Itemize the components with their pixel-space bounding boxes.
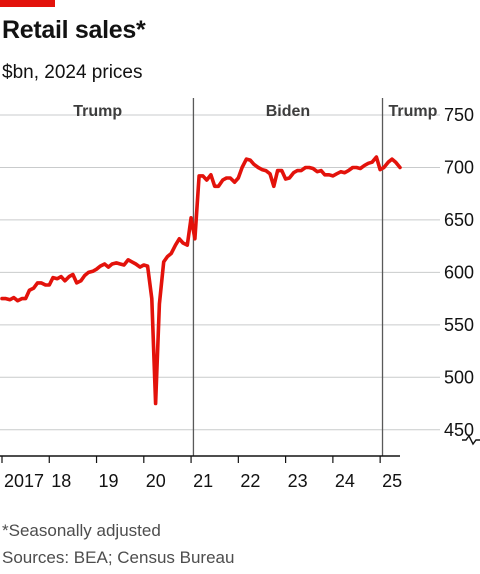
x-tick-label-25: 25 (382, 471, 402, 491)
era-label-1: Biden (266, 103, 310, 120)
series-line-retail-sales (0, 155, 402, 406)
footnote: *Seasonally adjusted (2, 521, 161, 540)
x-tick-label-2017: 2017 (4, 471, 44, 491)
y-tick-label-650: 650 (444, 210, 474, 230)
x-tick-label-22: 22 (240, 471, 260, 491)
era-label-2: Trump (389, 103, 438, 120)
chart-title: Retail sales* (2, 16, 146, 44)
y-tick-label-500: 500 (444, 367, 474, 387)
era-annotations: Trump Biden Trump (73, 98, 438, 456)
era-label-0: Trump (73, 103, 122, 120)
axis-break-icon (462, 434, 480, 446)
x-tick-label-21: 21 (193, 471, 213, 491)
x-tick-label-18: 18 (51, 471, 71, 491)
series-line-layer (0, 155, 402, 406)
line-chart: Trump Biden Trump 450500550600650700750201… (0, 98, 480, 491)
y-tick-label-600: 600 (444, 262, 474, 282)
chart-subtitle: $bn, 2024 prices (2, 62, 143, 83)
accent-bar (0, 0, 55, 7)
y-tick-label-700: 700 (444, 157, 474, 177)
x-tick-label-20: 20 (146, 471, 166, 491)
x-tick-label-19: 19 (99, 471, 119, 491)
gridlines (0, 114, 440, 431)
x-tick-label-23: 23 (288, 471, 308, 491)
y-tick-label-450: 450 (444, 420, 474, 440)
axes: 450 500 550 600 650 700 750 2017 18 19 20 21 22 23 24 2… (0, 105, 480, 491)
x-tick-label-24: 24 (335, 471, 355, 491)
source-note: Sources: BEA; Census Bureau (2, 548, 235, 567)
y-tick-label-750: 750 (444, 105, 474, 125)
y-tick-label-550: 550 (444, 315, 474, 335)
